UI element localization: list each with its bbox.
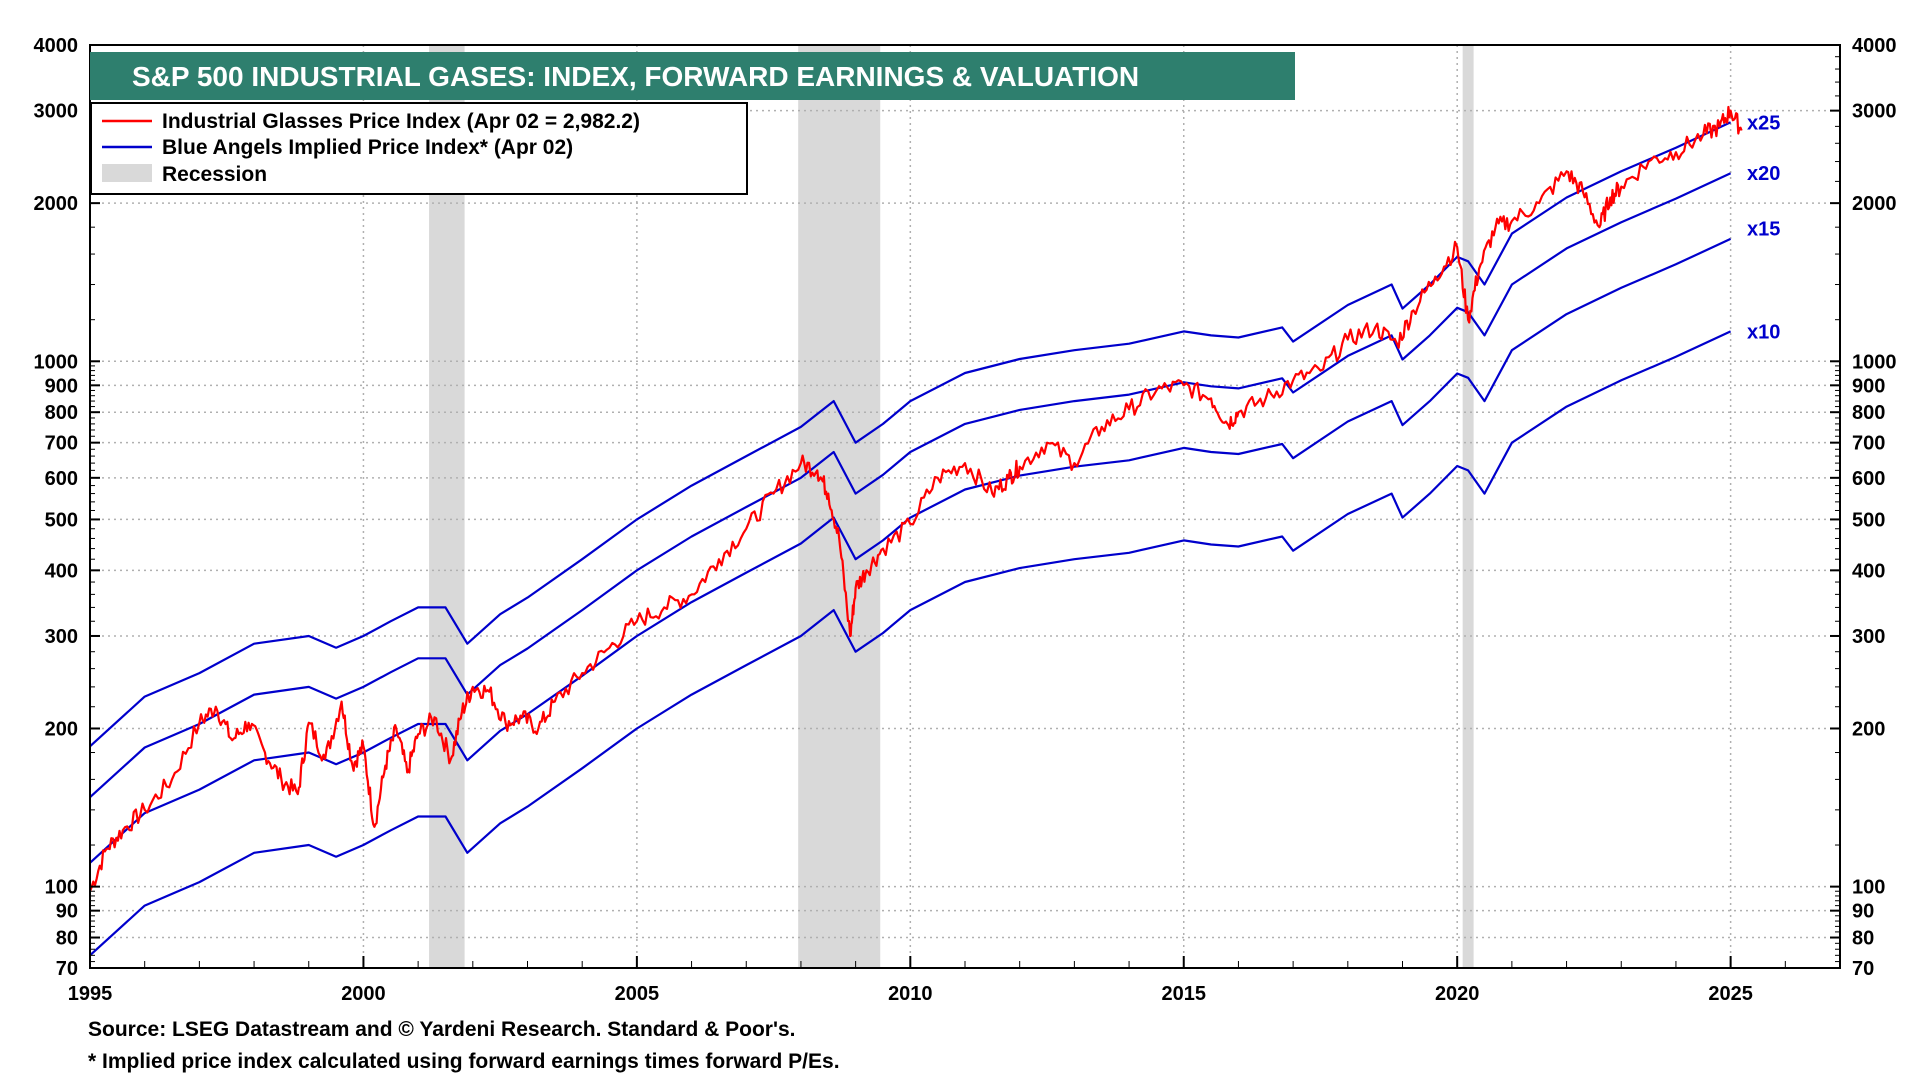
x-tick-label: 2005 [615, 983, 660, 1005]
y-tick-label-right: 700 [1852, 433, 1885, 455]
y-tick-label-left: 100 [45, 877, 78, 899]
x-tick-label: 1995 [68, 983, 113, 1005]
y-tick-label-right: 300 [1852, 626, 1885, 648]
y-tick-label-right: 2000 [1852, 193, 1897, 215]
y-tick-label-right: 90 [1852, 901, 1874, 923]
y-tick-label-left: 700 [45, 433, 78, 455]
legend-swatch-recession [102, 164, 152, 182]
y-tick-label-right: 500 [1852, 509, 1885, 531]
gridlines [90, 45, 1840, 968]
y-tick-label-left: 300 [45, 626, 78, 648]
y-tick-label-left: 1000 [34, 351, 79, 373]
y-tick-label-left: 70 [56, 958, 78, 980]
legend-label-recession: Recession [162, 163, 267, 186]
y-tick-label-left: 90 [56, 901, 78, 923]
multiple-label-x20: x20 [1747, 163, 1780, 185]
y-tick-label-right: 800 [1852, 402, 1885, 424]
x-tick-label: 2020 [1435, 983, 1480, 1005]
legend-box [90, 102, 748, 195]
recession-shading [429, 45, 1474, 968]
y-tick-label-left: 3000 [34, 101, 79, 123]
y-tick-label-left: 400 [45, 560, 78, 582]
title-background [90, 52, 1295, 100]
multiple-labels: x25 x20 x15 x10 [1747, 112, 1780, 343]
recession-band-1 [798, 45, 881, 968]
y-tick-label-right: 100 [1852, 877, 1885, 899]
x-tick-label: 2015 [1162, 983, 1207, 1005]
y-tick-label-right: 1000 [1852, 351, 1897, 373]
recession-band-0 [429, 45, 465, 968]
recession-band-2 [1462, 45, 1474, 968]
x-tick-label: 2025 [1708, 983, 1753, 1005]
y-tick-label-left: 800 [45, 402, 78, 424]
y-tick-label-left: 2000 [34, 193, 79, 215]
y-tick-label-right: 900 [1852, 375, 1885, 397]
y-tick-label-left: 4000 [34, 35, 79, 57]
x-tick-label: 2000 [341, 983, 386, 1005]
x-tick-label: 2010 [888, 983, 933, 1005]
multiple-label-x25: x25 [1747, 112, 1780, 134]
series-line-implied-x10 [89, 330, 1732, 957]
y-tick-label-left: 500 [45, 509, 78, 531]
y-tick-label-right: 3000 [1852, 101, 1897, 123]
series-line-price [88, 105, 1743, 892]
source-note: Source: LSEG Datastream and © Yardeni Re… [88, 1018, 796, 1041]
y-tick-label-right: 80 [1852, 928, 1874, 950]
y-tick-label-right: 70 [1852, 958, 1874, 980]
multiple-label-x15: x15 [1747, 218, 1780, 240]
chart-title-banner: S&P 500 INDUSTRIAL GASES: INDEX, FORWARD… [90, 52, 1295, 100]
legend: Industrial Glasses Price Index (Apr 02 =… [90, 102, 748, 195]
y-tick-label-right: 4000 [1852, 35, 1897, 57]
y-tick-label-left: 80 [56, 928, 78, 950]
series-line-implied-x15 [89, 237, 1732, 864]
legend-label-implied: Blue Angels Implied Price Index* (Apr 02… [162, 136, 573, 159]
multiple-label-x10: x10 [1747, 321, 1780, 343]
y-tick-label-right: 200 [1852, 718, 1885, 740]
footnote: * Implied price index calculated using f… [88, 1050, 840, 1073]
y-tick-label-left: 900 [45, 375, 78, 397]
y-tick-label-right: 600 [1852, 468, 1885, 490]
series-lines [88, 105, 1743, 957]
series-line-implied-x20 [89, 172, 1732, 799]
y-tick-label-left: 200 [45, 718, 78, 740]
chart-title: S&P 500 INDUSTRIAL GASES: INDEX, FORWARD… [132, 61, 1139, 92]
y-tick-label-left: 600 [45, 468, 78, 490]
legend-label-price: Industrial Glasses Price Index (Apr 02 =… [162, 110, 640, 133]
y-tick-label-right: 400 [1852, 560, 1885, 582]
